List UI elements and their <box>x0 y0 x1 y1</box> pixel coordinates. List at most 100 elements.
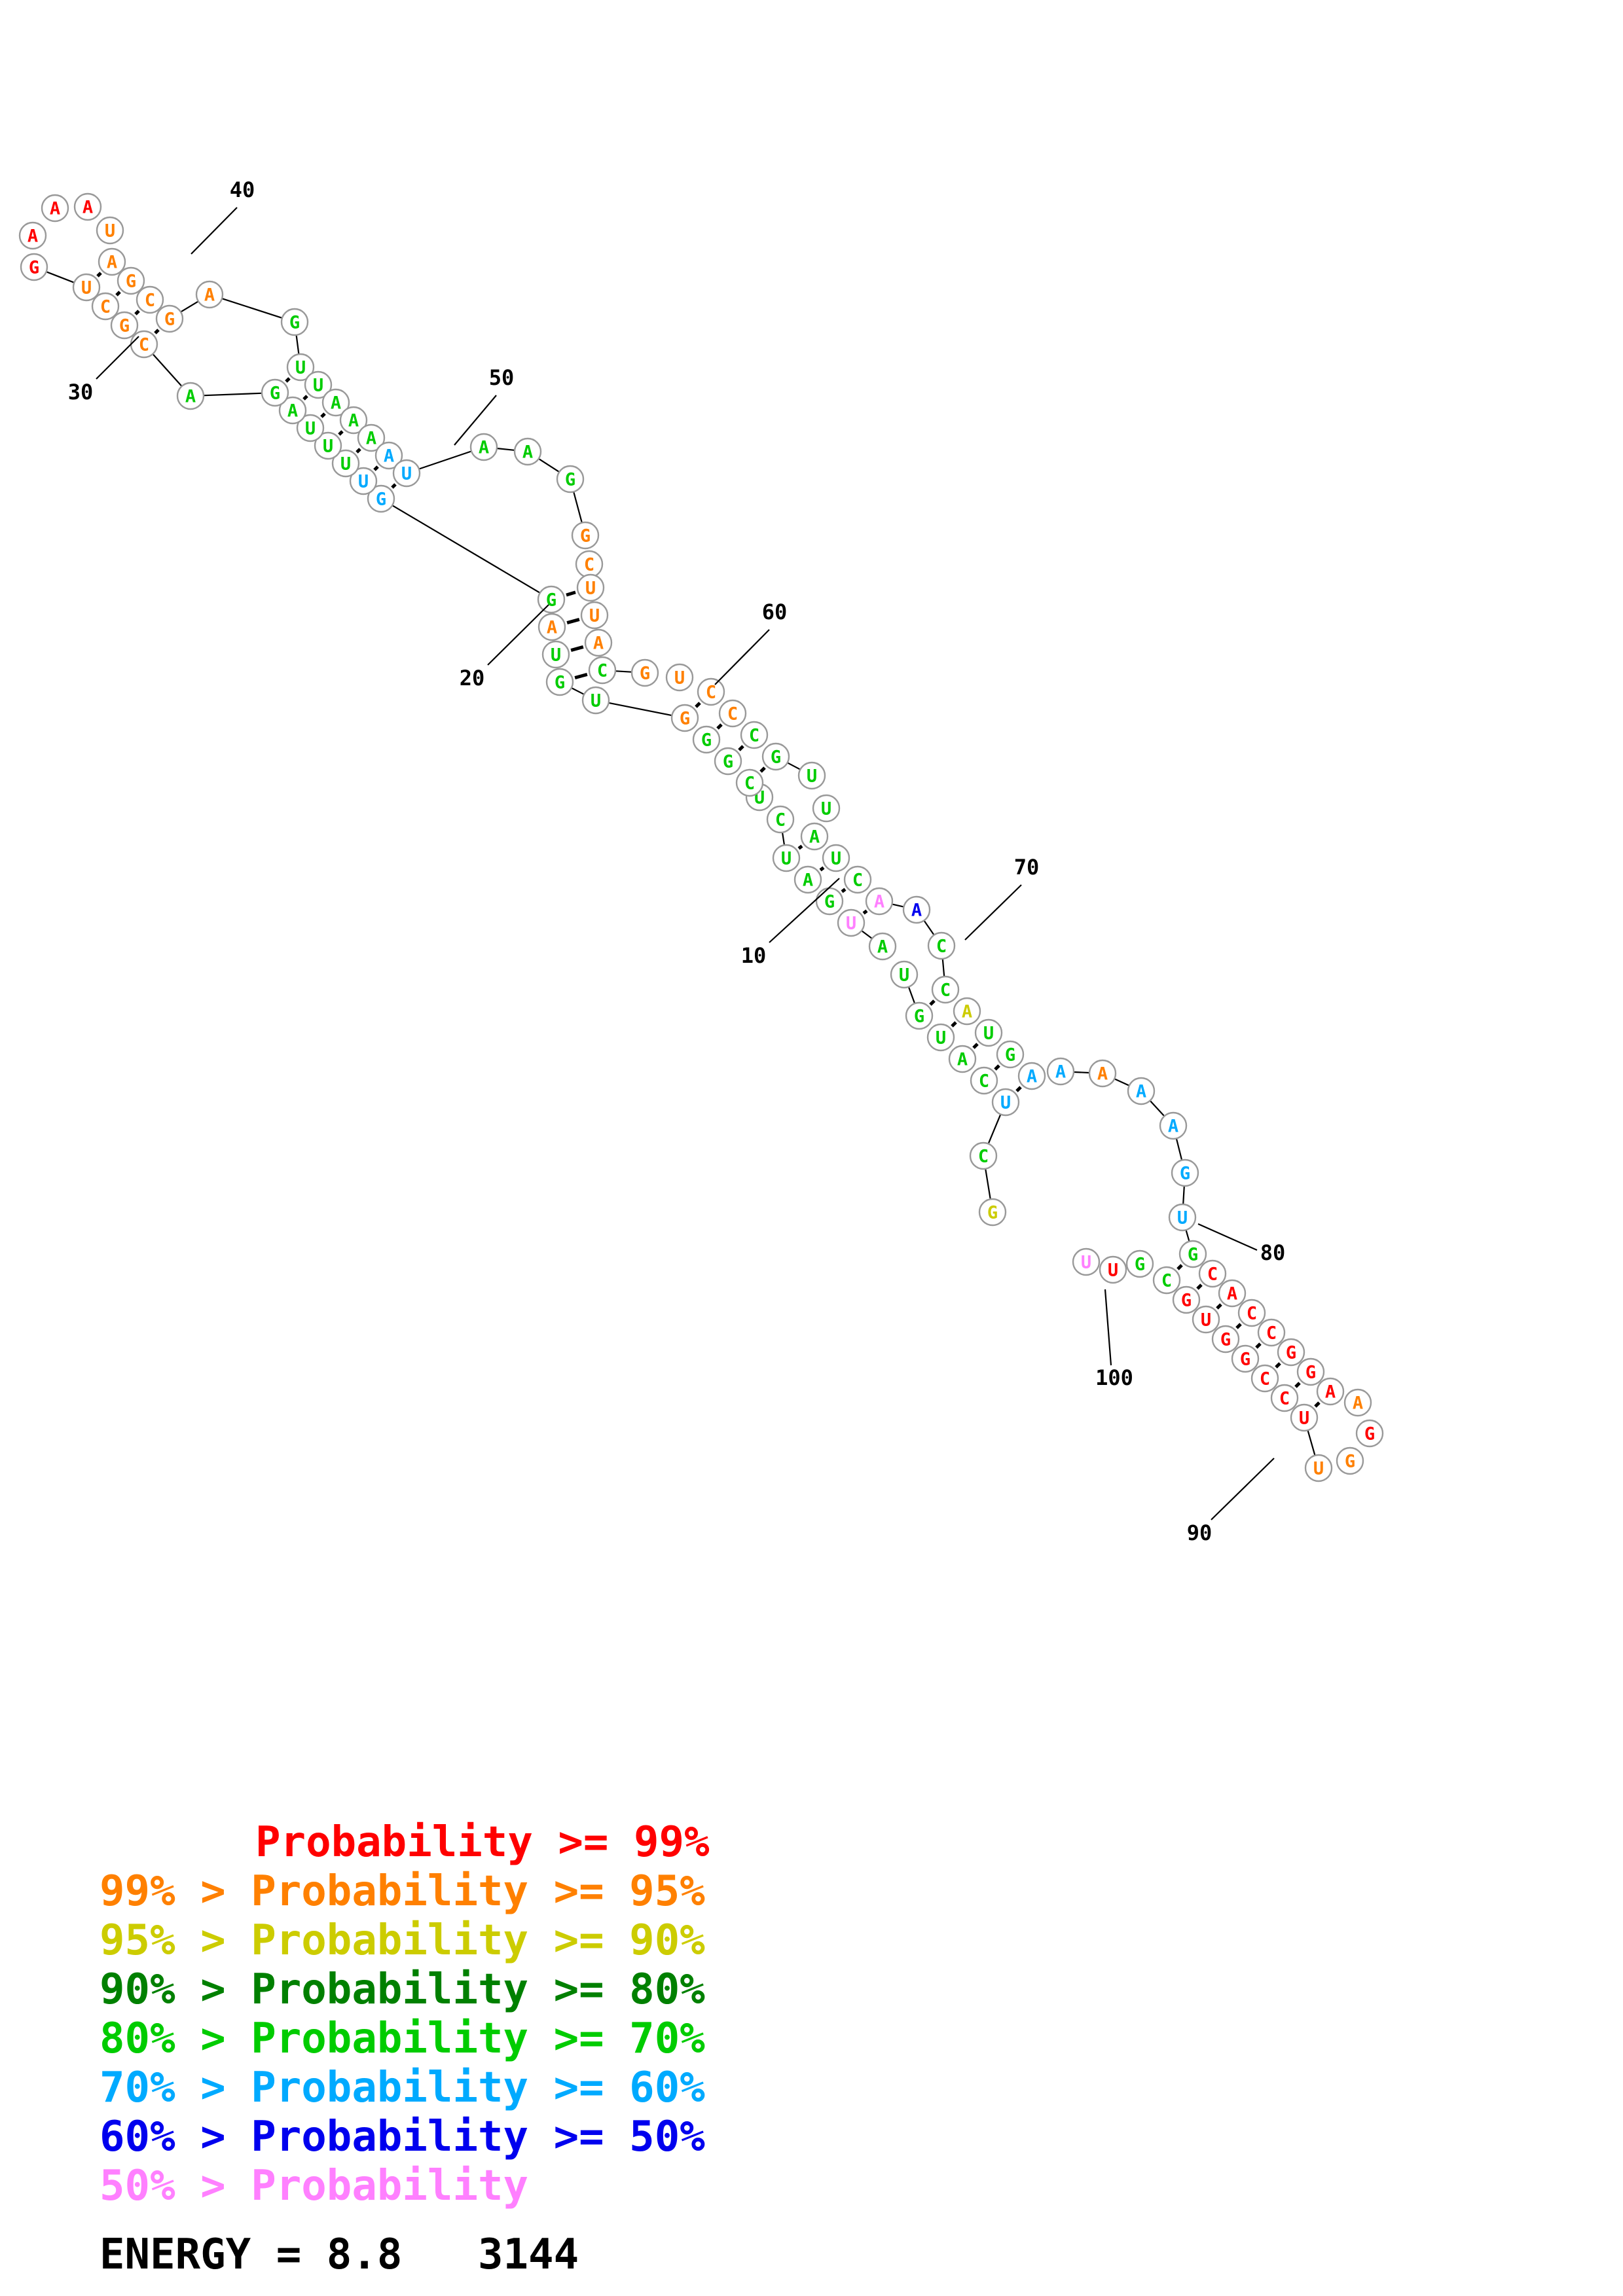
nucleotide-letter: C <box>1247 1304 1257 1324</box>
nucleotide: C <box>1152 1266 1181 1295</box>
position-label: 50 <box>454 365 514 446</box>
nucleotide-letter: U <box>401 464 412 484</box>
nucleotide-circle <box>812 794 841 823</box>
nucleotide-circle <box>837 908 866 937</box>
nucleotide: U <box>331 449 360 478</box>
nucleotide-letter: C <box>139 335 149 355</box>
nucleotide-circle <box>314 431 342 460</box>
nucleotide-letter: U <box>358 472 369 492</box>
nucleotide-letter: U <box>305 419 316 439</box>
nucleotide: G <box>556 465 585 493</box>
nucleotide-letter: G <box>565 470 575 490</box>
nucleotide-letter: C <box>744 774 755 794</box>
nucleotide-letter: U <box>1081 1253 1091 1273</box>
nucleotide: G <box>537 585 566 614</box>
nucleotide-letter: G <box>270 384 280 404</box>
nucleotide: A <box>953 997 981 1026</box>
nucleotide: C <box>931 975 960 1004</box>
nucleotide-circle <box>117 266 145 295</box>
backbone-connector <box>1074 1071 1089 1074</box>
nucleotide-circle <box>772 844 801 872</box>
nucleotide-circle <box>556 465 585 493</box>
nucleotide-letter: U <box>821 799 831 819</box>
nucleotide-letter: U <box>1201 1310 1211 1331</box>
nucleotide-circle <box>1296 1357 1325 1386</box>
base-pair-line <box>285 377 291 383</box>
nucleotide-circle <box>278 396 307 425</box>
nucleotide-circle <box>176 382 205 410</box>
position-label-leader <box>769 878 840 943</box>
nucleotide-circle <box>1152 1266 1181 1295</box>
nucleotide-letter: G <box>555 673 565 693</box>
nucleotide-circle <box>91 292 120 321</box>
nucleotide-letter: C <box>145 291 155 311</box>
nucleotide-circle <box>800 822 829 851</box>
nucleotide: A <box>1046 1057 1075 1086</box>
base-pair-line <box>356 448 361 454</box>
nucleotide-letter: G <box>1181 1291 1192 1311</box>
nucleotide-letter: A <box>962 1002 972 1022</box>
nucleotide: C <box>1250 1364 1279 1393</box>
nucleotide-letter: A <box>874 892 884 912</box>
nucleotide-letter: C <box>1266 1323 1277 1344</box>
nucleotide-letter: C <box>1279 1389 1290 1409</box>
nucleotide-letter: C <box>749 726 759 746</box>
nucleotide-letter: C <box>852 870 863 891</box>
nucleotide-circle <box>740 721 769 749</box>
nucleotide-circle <box>1125 1249 1154 1278</box>
position-label-text: 90 <box>1187 1520 1213 1545</box>
nucleotide-letter: G <box>546 590 556 611</box>
nucleotide: C <box>697 677 725 706</box>
base-pair-line <box>320 412 326 418</box>
nucleotide: G <box>1172 1285 1201 1314</box>
nucleotide: G <box>20 253 48 281</box>
nucleotide: A <box>41 194 69 223</box>
nucleotide-letter: C <box>936 937 947 957</box>
nucleotide: U <box>576 573 605 602</box>
nucleotide-letter: C <box>100 297 111 317</box>
nucleotide-letter: G <box>1345 1452 1355 1472</box>
position-label: 70 <box>964 855 1039 941</box>
base-pair-line <box>115 291 121 296</box>
nucleotide-circle <box>974 1018 1003 1047</box>
nucleotide-circle <box>1218 1279 1247 1308</box>
nucleotide: A <box>339 406 368 435</box>
nucleotide-letter: G <box>1220 1330 1231 1350</box>
nucleotide-circle <box>1290 1403 1319 1432</box>
nucleotide-circle <box>588 656 617 685</box>
nucleotide-letter: A <box>479 438 489 458</box>
nucleotide-circle <box>331 449 360 478</box>
nucleotide-letter: U <box>81 278 92 298</box>
nucleotide: G <box>1178 1240 1207 1268</box>
base-pair-line <box>695 702 701 708</box>
base-pair-line <box>338 430 344 436</box>
nucleotide: G <box>996 1040 1025 1069</box>
nucleotide-circle <box>1088 1059 1117 1088</box>
nucleotide-letter: U <box>831 849 841 869</box>
nucleotide: C <box>718 699 747 728</box>
backbone-connector <box>988 1114 1001 1144</box>
nucleotide-circle <box>766 805 795 834</box>
base-pair-line <box>1235 1323 1242 1329</box>
nucleotide-circle <box>793 865 822 894</box>
nucleotide: U <box>974 1018 1003 1047</box>
backbone-connector <box>788 762 800 770</box>
nucleotide-circle <box>110 311 139 340</box>
nucleotide-circle <box>665 663 694 692</box>
base-pair-line <box>154 329 160 334</box>
position-label-leader <box>487 604 549 666</box>
nucleotide-circle <box>392 459 421 488</box>
nucleotide: A <box>469 433 498 461</box>
nucleotide-letter: A <box>957 1050 968 1070</box>
nucleotide-letter: G <box>771 747 781 768</box>
backbone-connector <box>1176 1139 1182 1160</box>
nucleotide-circle <box>72 273 101 302</box>
nucleotide-circle <box>1099 1255 1127 1284</box>
nucleotide: A <box>374 441 403 470</box>
position-label-leader <box>1197 1223 1258 1251</box>
nucleotide-letter: A <box>1227 1284 1237 1304</box>
nucleotide-letter: G <box>680 709 690 729</box>
position-label: 40 <box>191 177 255 255</box>
nucleotide-letter: U <box>674 668 685 689</box>
nucleotide: U <box>580 601 609 630</box>
